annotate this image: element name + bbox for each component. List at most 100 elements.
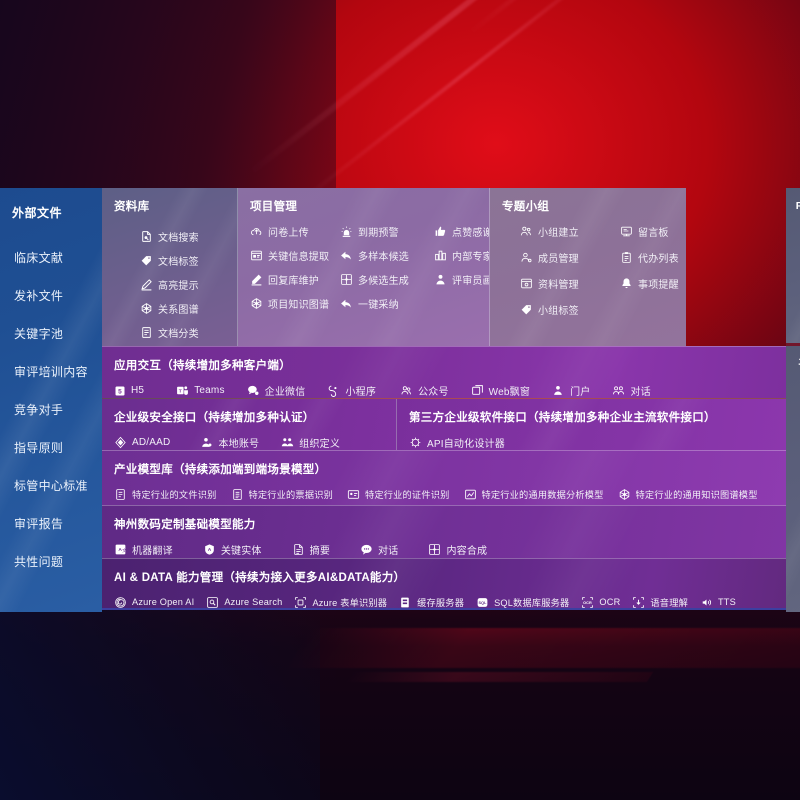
- ai-item-ocr[interactable]: OCR OCR: [581, 595, 620, 609]
- pm-item-questionnaire-upload[interactable]: 问卷上传: [250, 224, 340, 239]
- base-item-dialog[interactable]: 对话: [360, 542, 398, 557]
- sidebar-item-standards-center[interactable]: 标管中心标准: [14, 479, 88, 493]
- idcard-recognize-icon: [347, 488, 360, 501]
- api-gear-icon: [409, 436, 422, 449]
- search-box-icon: [206, 596, 219, 609]
- pm-item-thumbs-thanks[interactable]: 点赞感谢: [434, 224, 489, 239]
- file-recognize-icon: [114, 488, 127, 501]
- ai-item-speech-understanding[interactable]: 语音理解: [632, 595, 688, 609]
- ai-item-cache-server[interactable]: 缓存服务器: [399, 595, 464, 609]
- raid-item-user-training[interactable]: 用户锻炼: [796, 223, 800, 253]
- app-item-h5[interactable]: 5 H5: [114, 383, 144, 398]
- tg-item-member-management[interactable]: 成员管理: [520, 250, 620, 265]
- person-portrait-icon: [434, 273, 447, 286]
- clipboard-list-icon: [620, 251, 633, 264]
- plat-item-app-analysis[interactable]: 应用分析: [796, 441, 800, 471]
- kb-item-highlight-hint[interactable]: 高亮提示: [140, 272, 227, 296]
- content-merge-icon: [428, 543, 441, 556]
- kb-item-relation-graph[interactable]: 关系图谱: [140, 296, 227, 320]
- sec-item-org-definition[interactable]: 组织定义: [281, 435, 340, 450]
- extract-window-icon: [250, 249, 263, 262]
- pm-item-reviewer-portrait[interactable]: 评审员画像: [434, 272, 489, 287]
- sidebar-item-review-training[interactable]: 审评培训内容: [14, 365, 88, 379]
- base-label: 对话: [378, 546, 399, 557]
- ind-item-idcard-recognition[interactable]: 特定行业的证件识别: [347, 487, 450, 501]
- sidebar-item-keyword-pool[interactable]: 关键字池: [14, 327, 64, 341]
- pm-item-multi-candidate-generate[interactable]: 多候选生成: [340, 272, 434, 287]
- ai-label: Azure Open AI: [132, 597, 195, 607]
- ai-item-tts[interactable]: TTS: [700, 595, 736, 608]
- tg-item-group-tag[interactable]: 小组标签: [520, 302, 620, 317]
- pm-item-key-info-extract[interactable]: 关键信息提取: [250, 248, 340, 263]
- pm-item-expiry-alert[interactable]: 到期预警: [340, 224, 434, 239]
- raid-item-role-management[interactable]: 角色管理: [796, 253, 800, 283]
- tg-item-group-create[interactable]: 小组建立: [520, 224, 620, 239]
- card-ai-data: AI & DATA 能力管理（持续为接入更多AI&DATA能力） Azure O…: [102, 558, 786, 610]
- pm-item-internal-expert-ranking[interactable]: 内部专家排名: [434, 248, 489, 263]
- api-item-auto-designer[interactable]: API自动化设计器: [409, 435, 505, 450]
- teams-icon: T: [176, 384, 189, 397]
- sidebar-item-supplement-docs[interactable]: 发补文件: [14, 289, 64, 303]
- kb-item-document-search[interactable]: 文档搜索: [140, 224, 227, 248]
- ind-item-data-analysis-model[interactable]: 特定行业的通用数据分析模型: [464, 487, 604, 501]
- tg-label: 成员管理: [538, 254, 579, 265]
- app-item-teams[interactable]: T Teams: [176, 383, 224, 398]
- person-gear-icon: [520, 251, 533, 264]
- sidebar-item-common-issues[interactable]: 共性问题: [14, 555, 64, 569]
- security-api-row: 企业级安全接口（持续增加多种认证） AD/AAD 本地账号 组织定义: [102, 398, 786, 450]
- sidebar-item-clinical-literature[interactable]: 临床文献: [14, 251, 64, 265]
- sidebar-item-competitors[interactable]: 竞争对手: [14, 403, 64, 417]
- raid-item-adoption-analysis[interactable]: QA 采纳分析: [796, 283, 800, 313]
- app-label: 小程序: [345, 387, 377, 398]
- app-item-miniprogram[interactable]: 小程序: [327, 383, 376, 398]
- base-item-content-synthesis[interactable]: 内容合成: [428, 542, 487, 557]
- card-knowledge-base: 资料库 文档搜索 文档标签 高亮提示: [102, 188, 238, 346]
- ind-item-file-recognition[interactable]: 特定行业的文件识别: [114, 487, 217, 501]
- plat-item-app-management[interactable]: 应用管理: [796, 411, 800, 441]
- svg-text:5: 5: [118, 388, 122, 395]
- ai-item-form-recognizer[interactable]: Azure 表单识别器: [294, 595, 387, 608]
- base-item-summary[interactable]: 摘要: [292, 542, 330, 557]
- app-item-portal[interactable]: 门户: [552, 383, 590, 398]
- sec-item-ad-aad[interactable]: AD/AAD: [114, 435, 170, 450]
- ind-item-knowledge-graph-model[interactable]: 特定行业的通用知识图谱模型: [618, 487, 758, 501]
- tg-item-message-board[interactable]: 留言板: [620, 224, 679, 239]
- pm-item-reply-library-maintain[interactable]: 回复库维护: [250, 272, 340, 287]
- app-label: 企业微信: [264, 387, 306, 398]
- ocr-icon: OCR: [581, 596, 594, 609]
- app-item-official-account[interactable]: 公众号: [400, 383, 449, 398]
- ai-item-azure-open-ai[interactable]: Azure Open AI: [114, 595, 195, 608]
- pm-item-project-knowledge-graph[interactable]: 项目知识图谱: [250, 296, 340, 311]
- ai-item-sql-database[interactable]: SQL SQL数据库服务器: [476, 595, 569, 608]
- card-platform-analysis: 平台运营管理分析 资源分配 应用管理 应用分析: [785, 346, 800, 612]
- pm-item-multi-sample-candidate[interactable]: 多样本候选: [340, 248, 434, 263]
- app-item-web-float[interactable]: Web飘窗: [471, 383, 530, 398]
- tg-item-event-reminder[interactable]: 事项提醒: [620, 276, 679, 291]
- tg-item-todo-list[interactable]: 代办列表: [620, 250, 679, 265]
- raid-item-issue-trend[interactable]: 问题趋势: [796, 313, 800, 343]
- sidebar-item-guidelines[interactable]: 指导原则: [14, 441, 64, 455]
- kb-label: 文档标签: [158, 256, 199, 268]
- pm-item-one-click-adopt[interactable]: 一键采纳: [340, 296, 434, 311]
- tag-icon: [520, 303, 533, 316]
- cache-server-icon: [399, 596, 412, 609]
- ai-item-azure-search[interactable]: Azure Search: [206, 595, 282, 609]
- dialog-people-icon: [612, 384, 625, 397]
- speech-understanding-icon: [632, 596, 645, 609]
- kb-item-document-category[interactable]: 文档分类: [140, 320, 227, 344]
- tg-item-material-management[interactable]: 资料管理: [520, 276, 620, 291]
- ind-item-receipt-recognition[interactable]: 特定行业的票据识别: [231, 487, 334, 501]
- plat-item-resource-allocation[interactable]: 资源分配: [796, 381, 800, 411]
- architecture-diagram-panel: 外部文件 临床文献 发补文件 关键字池 审评培训内容 竞争对手 指导原则 标管中…: [0, 188, 800, 612]
- kb-item-document-tag[interactable]: 文档标签: [140, 248, 227, 272]
- base-item-key-entity[interactable]: A 关键实体: [203, 542, 262, 557]
- sidebar-item-review-report[interactable]: 审评报告: [14, 517, 64, 531]
- card-topic-group: 专题小组 小组建立 留言板 成员管理: [490, 188, 686, 346]
- sec-item-local-account[interactable]: 本地账号: [200, 435, 259, 450]
- base-label: 摘要: [309, 546, 331, 557]
- app-item-dialog[interactable]: 对话: [612, 383, 651, 398]
- app-item-wecom[interactable]: 企业微信: [247, 383, 306, 398]
- document-search-icon: [140, 230, 153, 243]
- card-title-third-party-api: 第三方企业级软件接口（持续增加多种企业主流软件接口）: [409, 412, 716, 424]
